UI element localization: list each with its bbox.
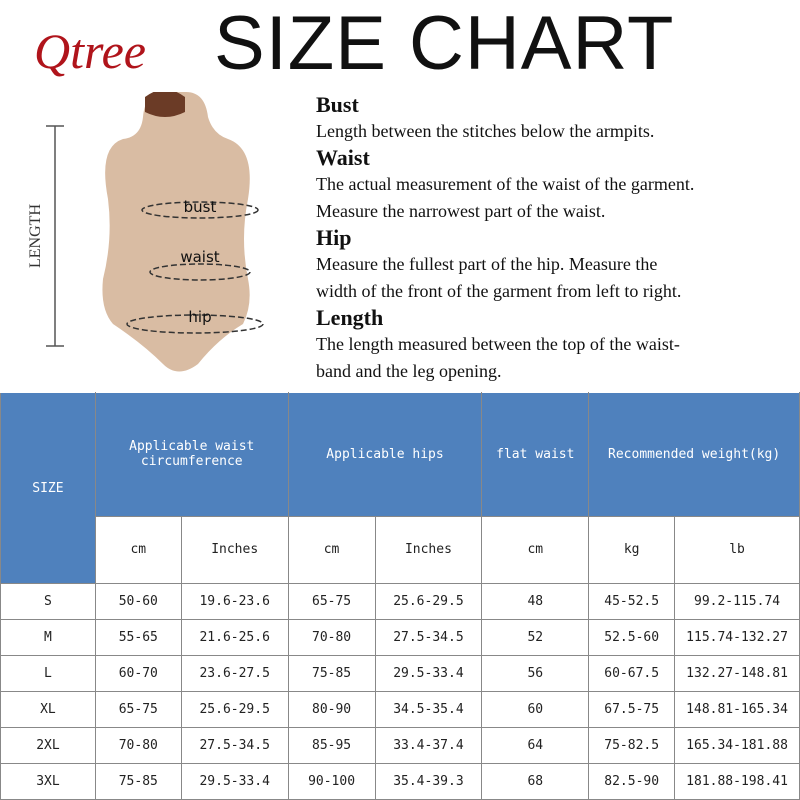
- header-flat-waist: flat waist: [481, 392, 590, 517]
- value-cell: 75-85: [94, 762, 182, 800]
- table-row: 3XL 75-85 29.5-33.4 90-100 35.4-39.3 68 82.5-9…: [0, 762, 800, 800]
- model-figure: LENGTH bust waist hip: [27, 92, 264, 372]
- size-cell: L: [0, 655, 96, 693]
- value-cell: 148.81-165.34: [674, 691, 800, 728]
- value-cell: 45-52.5: [588, 583, 676, 621]
- size-cell: M: [0, 619, 96, 657]
- value-cell: 48: [481, 583, 590, 621]
- table-row: L 60-70 23.6-27.5 75-85 29.5-33.4 56 60-67.5 13…: [0, 655, 800, 693]
- length-text: band and the leg opening.: [316, 361, 502, 381]
- subheader-cell: Inches: [374, 515, 483, 585]
- value-cell: 29.5-33.4: [374, 655, 483, 693]
- value-cell: 56: [481, 655, 590, 693]
- value-cell: 68: [481, 762, 590, 800]
- value-cell: 75-82.5: [588, 727, 676, 764]
- brand-logo: Qtree: [34, 23, 146, 79]
- header-size: SIZE: [0, 391, 96, 585]
- value-cell: 60-67.5: [588, 655, 676, 693]
- value-cell: 90-100: [287, 762, 376, 800]
- hair: [145, 92, 185, 117]
- length-heading: Length: [316, 305, 384, 330]
- value-cell: 181.88-198.41: [674, 762, 800, 800]
- waist-label: waist: [180, 248, 219, 266]
- value-cell: 21.6-25.6: [180, 619, 289, 657]
- value-cell: 65-75: [94, 691, 182, 728]
- hip-heading: Hip: [316, 225, 352, 250]
- value-cell: 27.5-34.5: [374, 619, 483, 657]
- value-cell: 29.5-33.4: [180, 762, 289, 800]
- bodysuit-shape: [102, 92, 250, 372]
- value-cell: 19.6-23.6: [180, 583, 289, 621]
- value-cell: 65-75: [287, 583, 376, 621]
- subheader-cell: kg: [588, 515, 676, 585]
- hip-text: width of the front of the garment from l…: [316, 281, 682, 301]
- value-cell: 75-85: [287, 655, 376, 693]
- length-label: LENGTH: [27, 204, 44, 268]
- table-row: M 55-65 21.6-25.6 70-80 27.5-34.5 52 52.5-60 11…: [0, 619, 800, 657]
- table-row: XL 65-75 25.6-29.5 80-90 34.5-35.4 60 67.5-75 1…: [0, 691, 800, 728]
- waist-text: The actual measurement of the waist of t…: [316, 174, 695, 194]
- bust-heading: Bust: [316, 92, 359, 117]
- value-cell: 34.5-35.4: [374, 691, 483, 728]
- value-cell: 25.6-29.5: [180, 691, 289, 728]
- value-cell: 52: [481, 619, 590, 657]
- value-cell: 99.2-115.74: [674, 583, 800, 621]
- size-cell: 3XL: [0, 762, 96, 800]
- value-cell: 52.5-60: [588, 619, 676, 657]
- value-cell: 33.4-37.4: [374, 727, 483, 764]
- subheader-cell: lb: [674, 515, 800, 585]
- value-cell: 85-95: [287, 727, 376, 764]
- hip-label: hip: [188, 308, 211, 326]
- length-text: The length measured between the top of t…: [316, 334, 680, 354]
- value-cell: 60-70: [94, 655, 182, 693]
- value-cell: 70-80: [94, 727, 182, 764]
- header-hips: Applicable hips: [287, 392, 483, 517]
- size-table: SIZE Applicable waist circumference Appl…: [0, 391, 800, 800]
- bust-text: Length between the stitches below the ar…: [316, 121, 655, 141]
- hip-text: Measure the fullest part of the hip. Mea…: [316, 254, 658, 274]
- value-cell: 70-80: [287, 619, 376, 657]
- subheader-cell: Inches: [180, 515, 289, 585]
- page-title: SIZE CHART: [214, 1, 675, 86]
- waist-text: Measure the narrowest part of the waist.: [316, 201, 606, 221]
- bust-label: bust: [184, 198, 217, 216]
- value-cell: 50-60: [94, 583, 182, 621]
- value-cell: 115.74-132.27: [674, 619, 800, 657]
- value-cell: 60: [481, 691, 590, 728]
- size-cell: XL: [0, 691, 96, 728]
- value-cell: 27.5-34.5: [180, 727, 289, 764]
- value-cell: 67.5-75: [588, 691, 676, 728]
- value-cell: 23.6-27.5: [180, 655, 289, 693]
- value-cell: 25.6-29.5: [374, 583, 483, 621]
- header-weight: Recommended weight(kg): [588, 392, 800, 517]
- value-cell: 80-90: [287, 691, 376, 728]
- size-cell: S: [0, 583, 96, 621]
- value-cell: 55-65: [94, 619, 182, 657]
- subheader-cell: cm: [287, 515, 376, 585]
- value-cell: 82.5-90: [588, 762, 676, 800]
- value-cell: 35.4-39.3: [374, 762, 483, 800]
- value-cell: 64: [481, 727, 590, 764]
- header-waist: Applicable waist circumference: [94, 392, 289, 517]
- subheader-cell: cm: [94, 515, 182, 585]
- subheader-cell: cm: [481, 515, 590, 585]
- size-cell: 2XL: [0, 727, 96, 764]
- table-row: 2XL 70-80 27.5-34.5 85-95 33.4-37.4 64 75-82.5…: [0, 727, 800, 764]
- measurement-descriptions: Bust Length between the stitches below t…: [316, 92, 800, 385]
- value-cell: 165.34-181.88: [674, 727, 800, 764]
- value-cell: 132.27-148.81: [674, 655, 800, 693]
- table-row: S 50-60 19.6-23.6 65-75 25.6-29.5 48 45-52.5 99…: [0, 583, 800, 621]
- waist-heading: Waist: [316, 145, 370, 170]
